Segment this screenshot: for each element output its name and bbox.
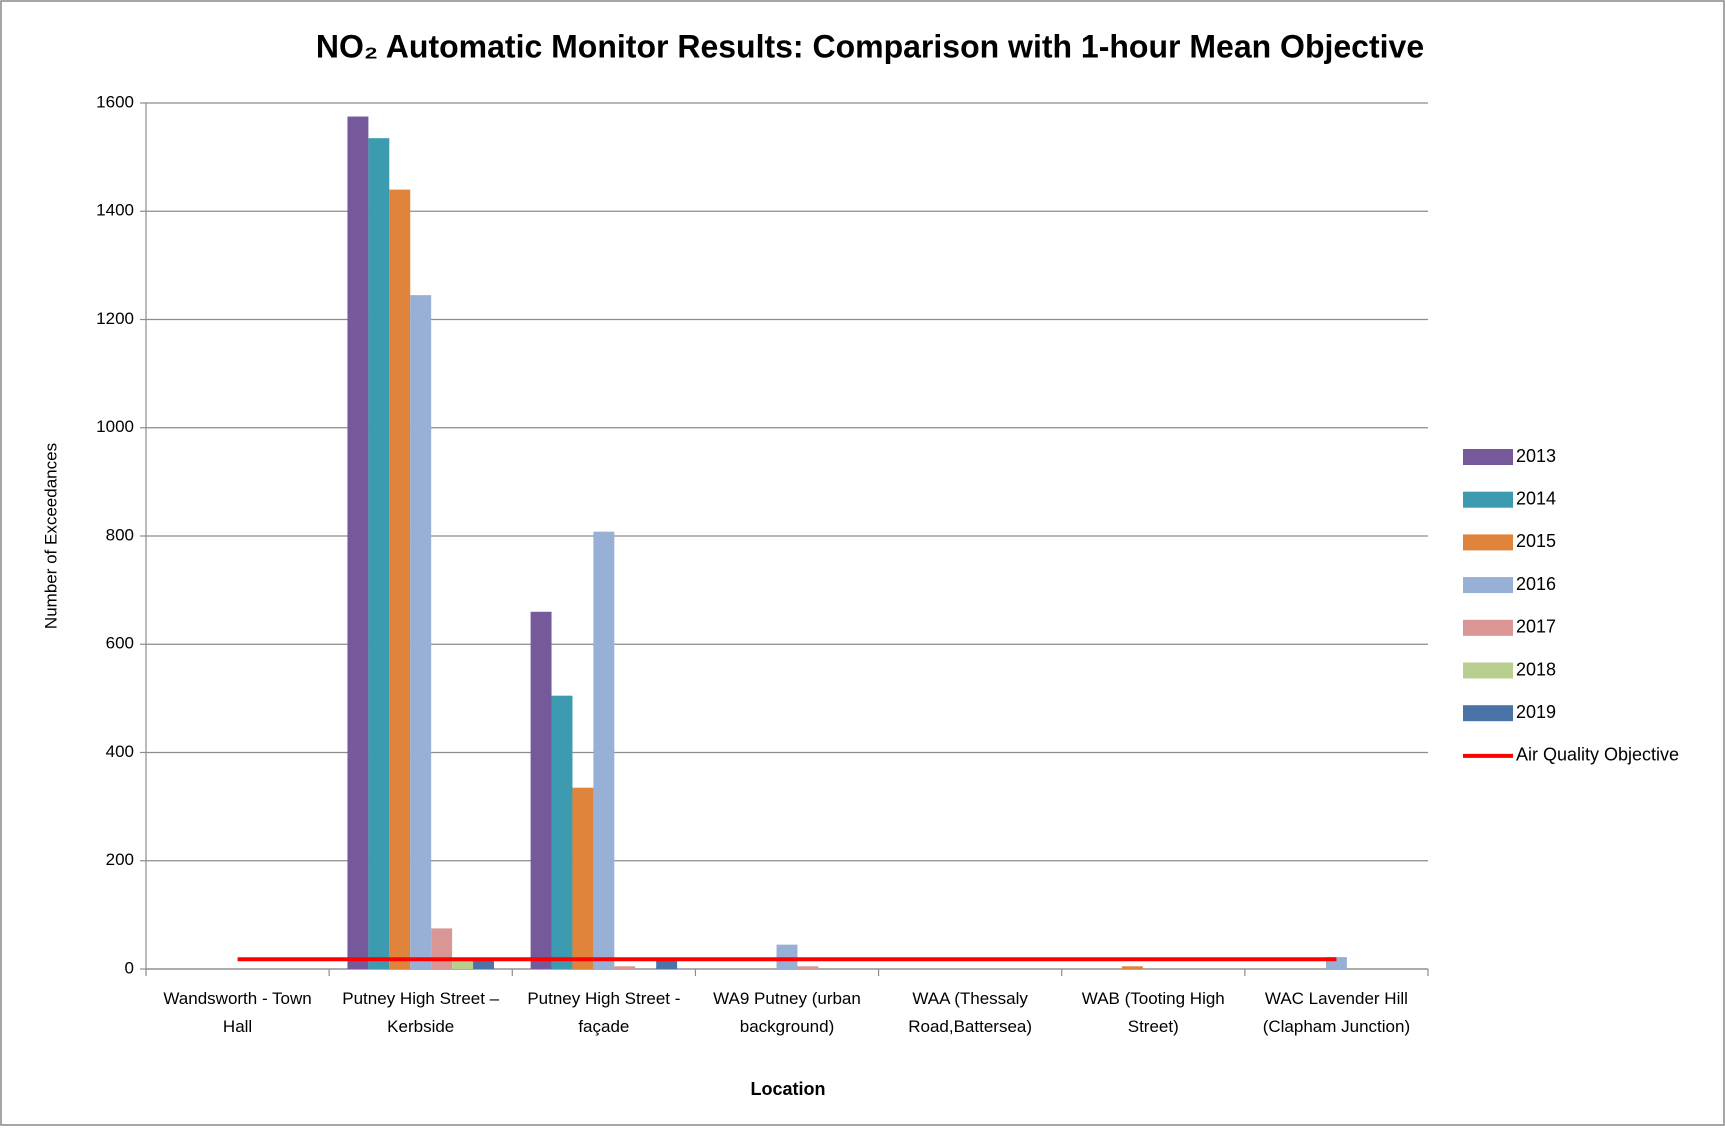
bar — [389, 189, 411, 970]
y-axis-title: Number of Exceedances — [41, 443, 60, 629]
x-tick-label: WA9 Putney (urban background) — [713, 989, 861, 1036]
y-tick-label: 1200 — [96, 309, 134, 328]
x-tick-label: WAC Lavender Hill (Clapham Junction) — [1262, 989, 1411, 1036]
x-axis-title: Location — [751, 1079, 826, 1099]
y-tick-label: 1000 — [96, 417, 134, 436]
legend-label: 2015 — [1516, 531, 1556, 551]
bar — [530, 611, 552, 969]
legend-label: 2013 — [1516, 446, 1556, 466]
bar — [368, 138, 390, 969]
y-tick-label: 1400 — [96, 201, 134, 220]
bar — [473, 960, 494, 969]
legend-label: 2014 — [1516, 488, 1556, 508]
legend-swatch — [1463, 449, 1513, 465]
bar — [551, 695, 573, 969]
x-tick-label: Putney High Street –Kerbside — [342, 989, 500, 1036]
bar — [347, 116, 369, 969]
bar — [452, 958, 474, 969]
bar — [1121, 966, 1143, 969]
bar — [410, 295, 432, 969]
y-tick-label: 0 — [125, 958, 134, 977]
legend-label: 2017 — [1516, 617, 1556, 637]
legend-label: 2018 — [1516, 659, 1556, 679]
bar — [656, 960, 678, 969]
bar — [614, 966, 636, 969]
x-tick-label: WAB (Tooting High Street) — [1081, 989, 1225, 1036]
legend-swatch — [1463, 577, 1513, 594]
bar — [1325, 957, 1347, 969]
x-tick-label: WAA (Thessaly Road,Battersea) — [908, 989, 1033, 1036]
bar — [776, 944, 798, 969]
x-tick-label: Wandsworth - Town Hall — [163, 989, 312, 1036]
bar — [593, 531, 615, 969]
legend-swatch — [1463, 705, 1513, 722]
y-tick-label: 800 — [106, 525, 134, 544]
legend-label: Air Quality Objective — [1516, 745, 1679, 765]
legend-label: 2016 — [1516, 574, 1556, 594]
legend-swatch — [1463, 491, 1513, 508]
y-tick-label: 1600 — [96, 92, 134, 111]
legend-swatch — [1463, 534, 1513, 551]
y-tick-label: 200 — [106, 850, 134, 869]
x-tick-label: Putney High Street -façade — [527, 989, 681, 1036]
legend-swatch — [1463, 619, 1513, 636]
y-tick-label: 400 — [106, 742, 134, 761]
legend-label: 2019 — [1516, 702, 1556, 722]
bar — [572, 787, 594, 969]
legend-swatch — [1463, 662, 1513, 679]
chart-title: NO₂ Automatic Monitor Results: Compariso… — [316, 28, 1424, 64]
y-tick-label: 600 — [106, 634, 134, 653]
bar — [797, 966, 819, 969]
bar — [431, 928, 453, 969]
